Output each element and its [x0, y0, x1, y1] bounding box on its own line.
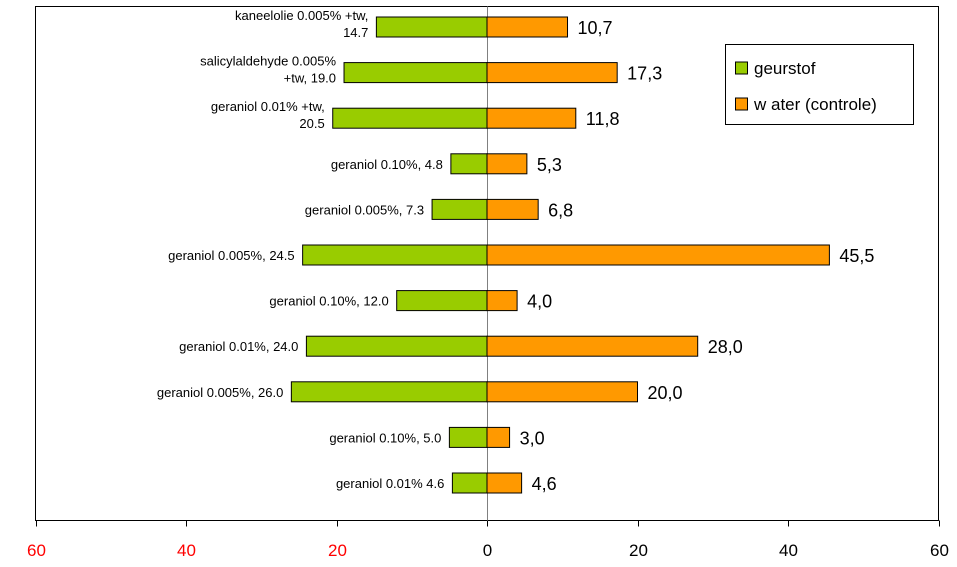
bar-geurstof	[396, 290, 488, 312]
bar-water-controle	[486, 381, 638, 403]
bar-geurstof	[375, 16, 488, 38]
bar-water-controle	[486, 62, 618, 84]
x-tick-label: 40	[779, 541, 798, 560]
legend-box	[725, 44, 914, 125]
bars-group	[290, 16, 830, 494]
value-label: 4,6	[532, 474, 557, 494]
x-tick-label: 0	[483, 541, 492, 560]
bar-geurstof	[343, 62, 488, 84]
x-tick-label: 40	[177, 541, 196, 560]
bar-water-controle	[486, 153, 528, 175]
x-tick-label: 20	[328, 541, 347, 560]
legend-label: geurstof	[754, 59, 816, 78]
value-label: 10,7	[578, 18, 613, 38]
value-label: 4,0	[527, 292, 552, 312]
category-label: geraniol 0.01% 4.6	[336, 476, 444, 491]
value-label: 3,0	[520, 428, 545, 448]
bar-geurstof	[431, 198, 488, 220]
bar-geurstof	[302, 244, 488, 266]
legend: geurstof w ater (controle)	[725, 44, 914, 125]
bar-water-controle	[486, 426, 511, 448]
value-label: 28,0	[708, 337, 743, 357]
x-axis-ticks: 60 40 20 0 20 40 60	[27, 520, 949, 560]
bar-geurstof	[305, 335, 488, 357]
legend-swatch	[735, 61, 748, 75]
value-labels: 10,7 17,3 11,8 5,3 6,8 45,5 4,0 28,0 20,0 3,0 4,6	[520, 18, 875, 494]
x-tick-label: 60	[27, 541, 46, 560]
category-label: geraniol 0.01% +tw, 20.5	[211, 99, 325, 131]
category-label: geraniol 0.005%, 26.0	[157, 385, 283, 400]
bar-water-controle	[486, 107, 577, 129]
x-tick-label: 20	[629, 541, 648, 560]
bar-water-controle	[486, 290, 518, 312]
category-label: geraniol 0.10%, 4.8	[331, 157, 443, 172]
value-label: 11,8	[586, 109, 620, 129]
x-tick-label: 60	[930, 541, 949, 560]
category-label: geraniol 0.10%, 5.0	[329, 430, 441, 445]
value-label: 20,0	[648, 383, 683, 403]
bar-geurstof	[450, 153, 488, 175]
bar-water-controle	[486, 335, 699, 357]
bar-water-controle	[486, 244, 830, 266]
bar-geurstof	[448, 426, 488, 448]
bar-water-controle	[486, 16, 569, 38]
value-label: 6,8	[548, 200, 573, 220]
bar-geurstof	[451, 472, 488, 494]
value-label: 17,3	[627, 64, 662, 84]
value-label: 5,3	[537, 155, 562, 175]
bar-geurstof	[332, 107, 488, 129]
bar-water-controle	[486, 198, 539, 220]
legend-label: w ater (controle)	[753, 95, 877, 114]
category-labels: kaneelolie 0.005% +tw, 14.7 salicylaldehyd…	[157, 8, 445, 491]
category-label: geraniol 0.01%, 24.0	[179, 339, 298, 354]
bar-geurstof	[290, 381, 488, 403]
category-label: geraniol 0.005%, 7.3	[305, 202, 424, 217]
category-label: kaneelolie 0.005% +tw, 14.7	[235, 8, 368, 40]
value-label: 45,5	[839, 246, 874, 266]
category-label: geraniol 0.10%, 12.0	[269, 294, 388, 309]
bar-water-controle	[486, 472, 523, 494]
legend-swatch	[735, 97, 748, 111]
category-label: salicylaldehyde 0.005% +tw, 19.0	[200, 54, 336, 86]
category-label: geraniol 0.005%, 24.5	[168, 248, 294, 263]
